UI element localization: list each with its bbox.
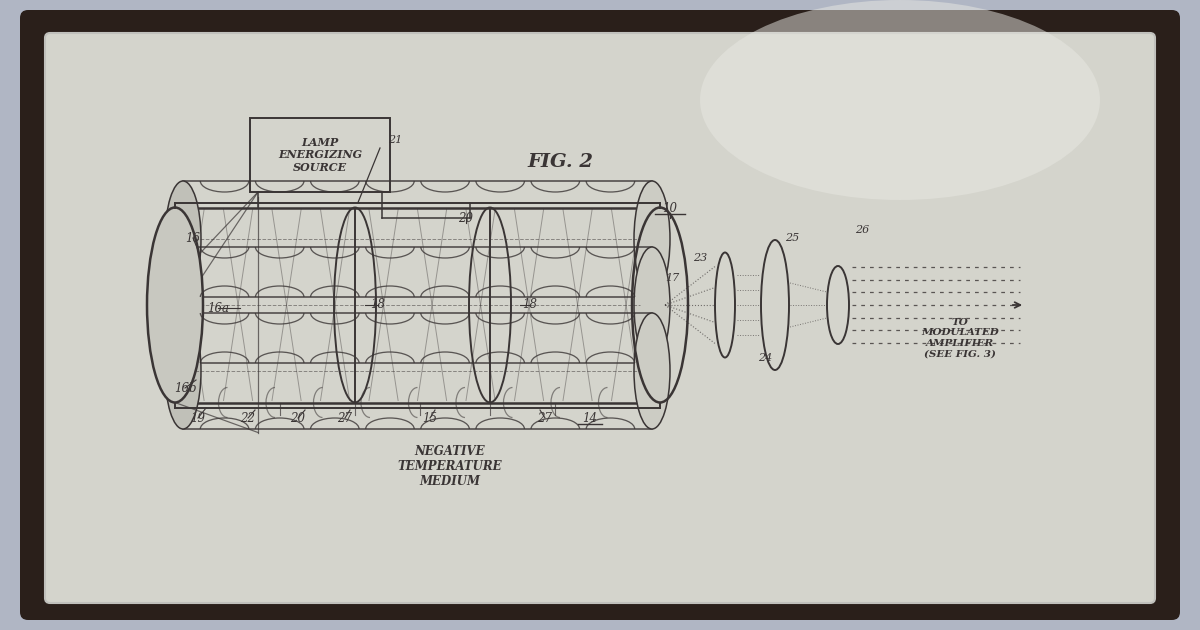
Ellipse shape bbox=[634, 181, 670, 297]
Text: 24: 24 bbox=[758, 353, 772, 363]
Text: 16: 16 bbox=[186, 231, 200, 244]
FancyBboxPatch shape bbox=[46, 33, 1154, 603]
Text: FIG. 2: FIG. 2 bbox=[527, 153, 593, 171]
Text: 18: 18 bbox=[371, 299, 385, 311]
Text: 27: 27 bbox=[337, 411, 353, 425]
Text: 14: 14 bbox=[582, 411, 598, 425]
Text: 23: 23 bbox=[692, 253, 707, 263]
Ellipse shape bbox=[166, 313, 202, 429]
Text: 19: 19 bbox=[191, 411, 205, 425]
Ellipse shape bbox=[634, 313, 670, 429]
Text: 15: 15 bbox=[422, 411, 438, 425]
Text: 17: 17 bbox=[665, 273, 679, 283]
Ellipse shape bbox=[166, 181, 202, 297]
FancyBboxPatch shape bbox=[20, 10, 1180, 620]
Text: 20: 20 bbox=[290, 411, 306, 425]
Ellipse shape bbox=[700, 0, 1100, 200]
Text: TO
MODULATED
AMPLIFIER
(SEE FIG. 3): TO MODULATED AMPLIFIER (SEE FIG. 3) bbox=[922, 318, 998, 358]
Ellipse shape bbox=[761, 240, 790, 370]
Text: 20: 20 bbox=[458, 212, 474, 224]
Bar bbox=[250, 118, 390, 192]
Text: 18: 18 bbox=[522, 299, 538, 311]
Text: 16a: 16a bbox=[208, 302, 229, 314]
Text: 21: 21 bbox=[388, 135, 402, 145]
Text: LAMP
ENERGIZING
SOURCE: LAMP ENERGIZING SOURCE bbox=[278, 137, 362, 173]
Text: 22: 22 bbox=[240, 411, 256, 425]
Ellipse shape bbox=[166, 247, 202, 363]
Ellipse shape bbox=[634, 247, 670, 363]
Text: 26: 26 bbox=[854, 225, 869, 235]
Text: 16b: 16b bbox=[174, 382, 197, 394]
Text: 10: 10 bbox=[662, 202, 678, 214]
Ellipse shape bbox=[827, 266, 850, 344]
Ellipse shape bbox=[148, 207, 203, 403]
Text: 27: 27 bbox=[538, 411, 552, 425]
Text: NEGATIVE
TEMPERATURE
MEDIUM: NEGATIVE TEMPERATURE MEDIUM bbox=[397, 445, 503, 488]
Text: 25: 25 bbox=[785, 233, 799, 243]
Ellipse shape bbox=[715, 253, 734, 357]
